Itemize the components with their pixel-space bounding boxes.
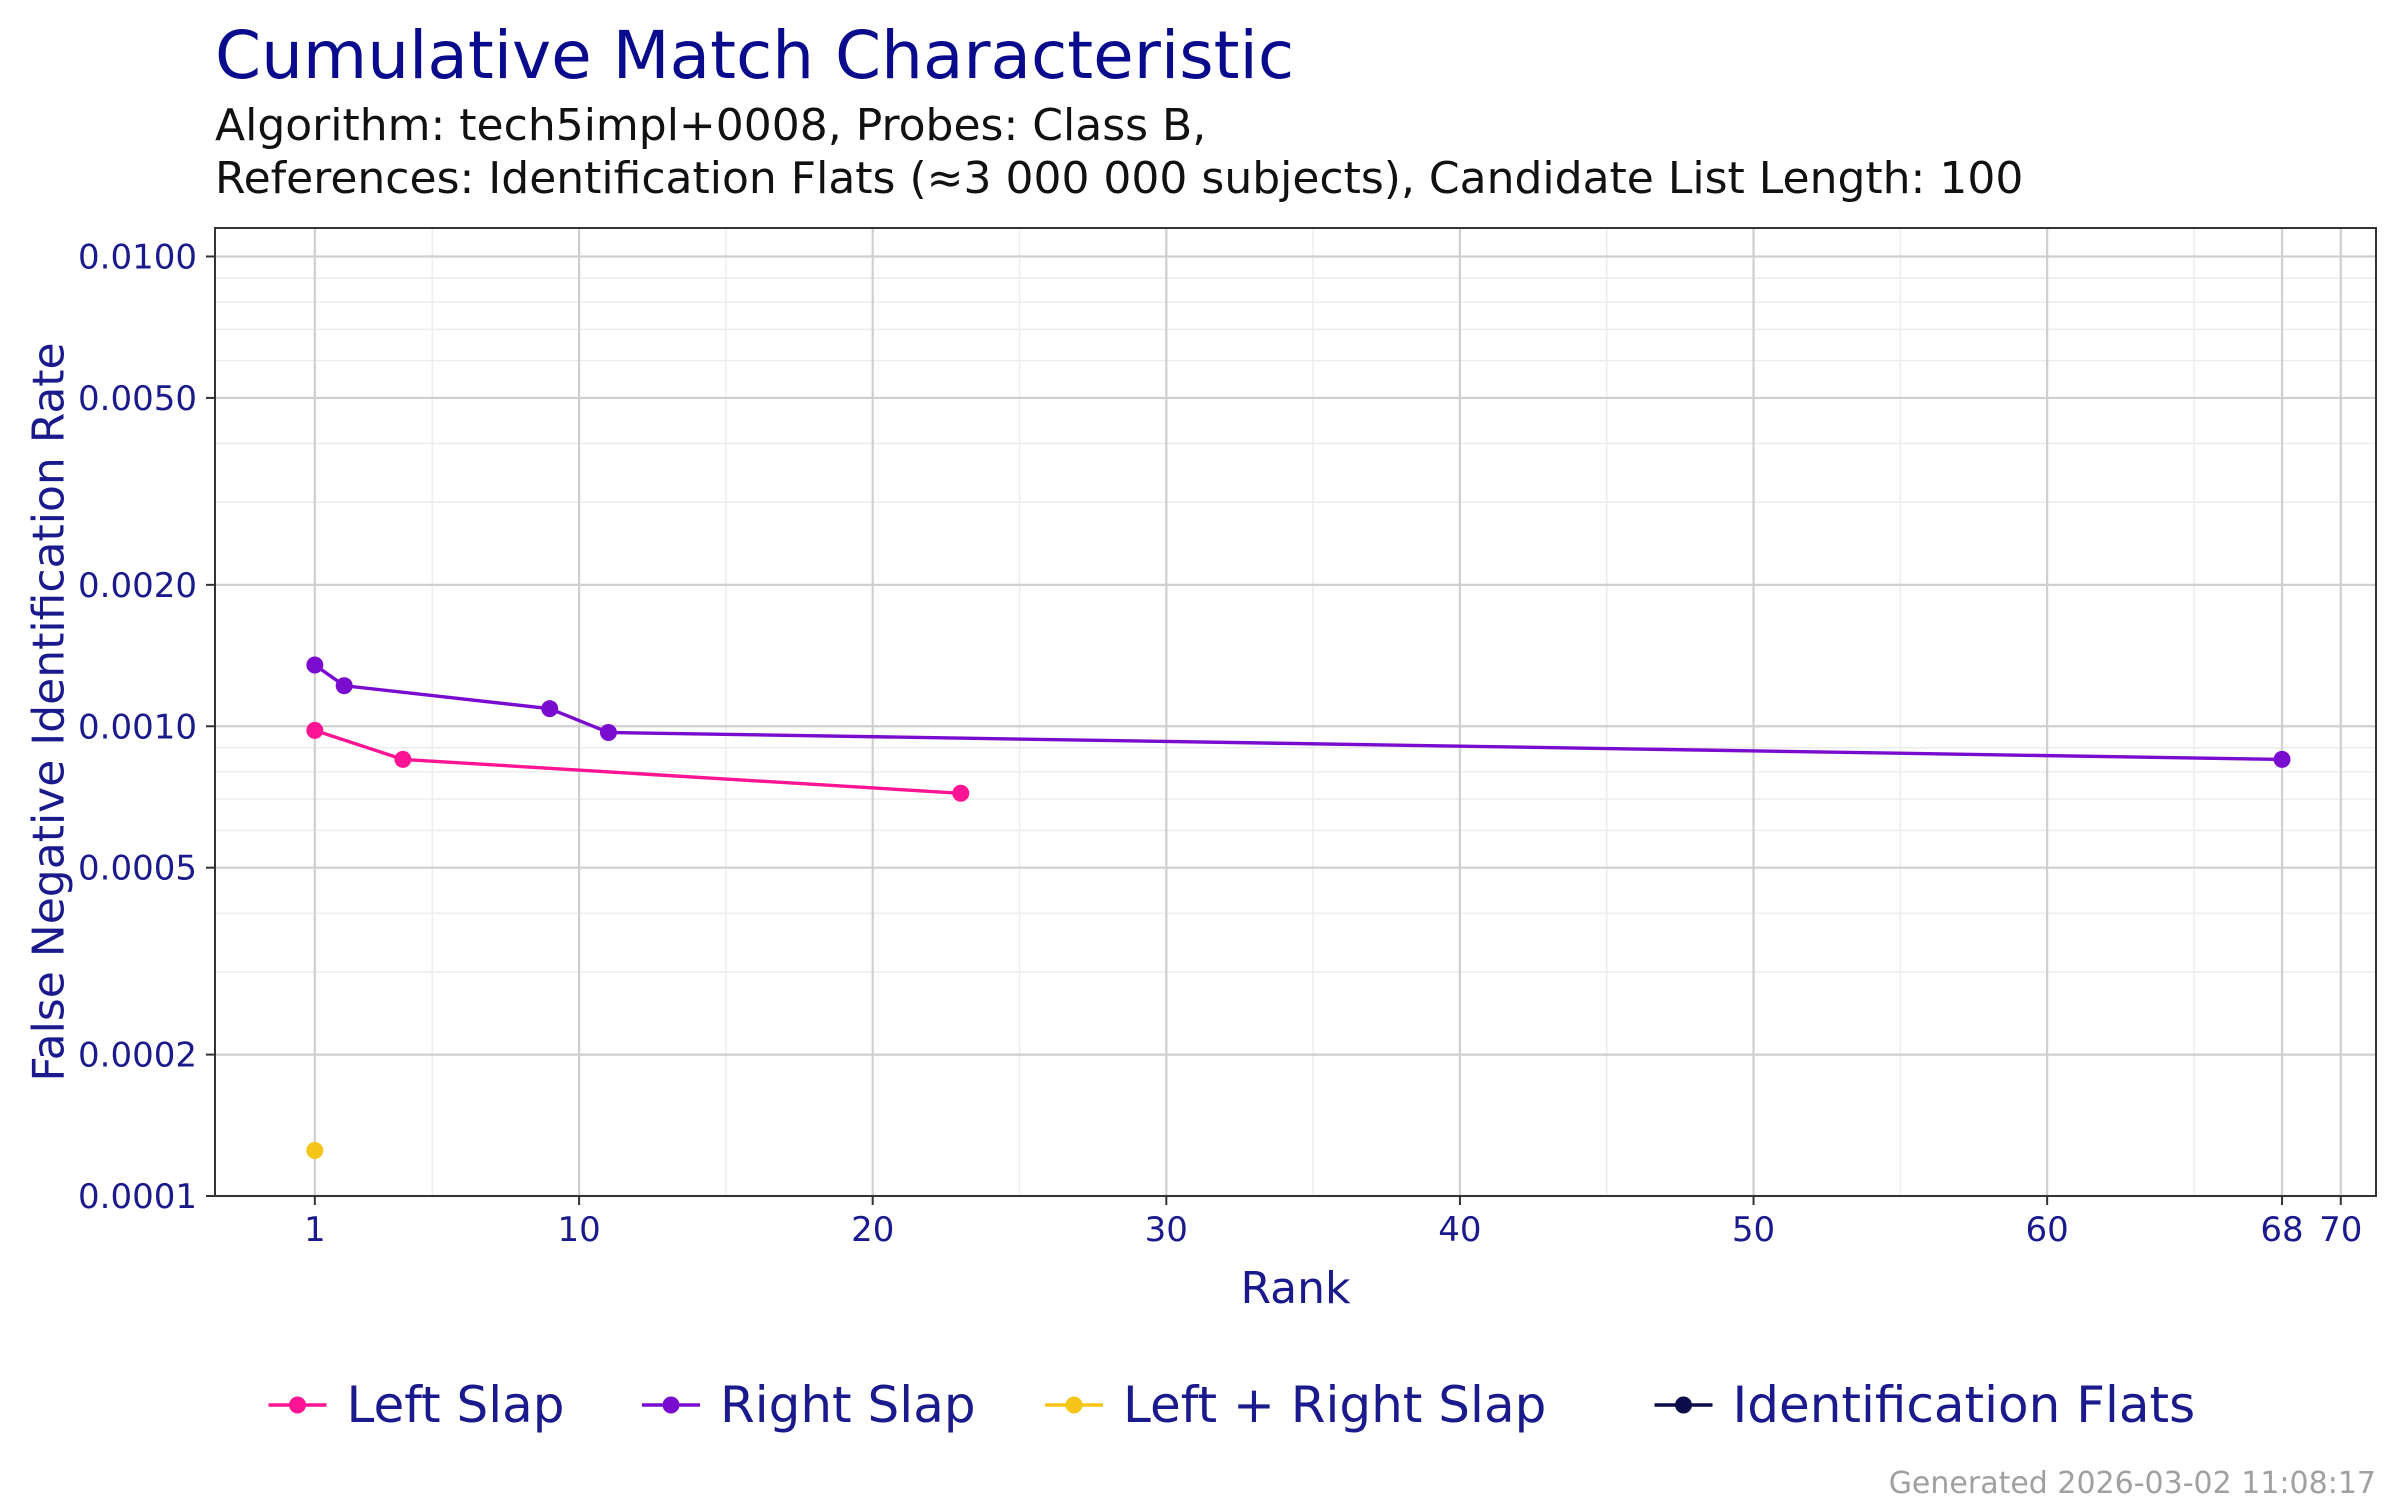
data-point-right-slap bbox=[599, 723, 617, 741]
legend-key-point-identification-flats bbox=[1675, 1396, 1692, 1414]
generated-timestamp: Generated 2026-03-02 11:08:17 bbox=[1889, 1466, 2376, 1500]
legend-label-left-slap: Left Slap bbox=[347, 1376, 565, 1434]
grid bbox=[215, 228, 2376, 1198]
legend-key-point-left-right-slap bbox=[1065, 1396, 1083, 1414]
data-point-right-slap bbox=[2273, 750, 2291, 768]
legend-label-right-slap: Right Slap bbox=[720, 1376, 976, 1434]
data-point-right-slap bbox=[306, 656, 324, 674]
x-tick-label: 70 bbox=[2319, 1210, 2362, 1250]
plot-panel bbox=[214, 227, 2377, 1197]
y-tick-label: 0.0100 bbox=[78, 238, 197, 278]
data-point-left-slap bbox=[952, 784, 970, 802]
legend-label-left-right-slap: Left + Right Slap bbox=[1123, 1376, 1546, 1434]
x-tick-label: 10 bbox=[557, 1210, 600, 1250]
x-tick-label: 68 bbox=[2260, 1210, 2303, 1250]
y-tick-label: 0.0050 bbox=[78, 379, 197, 419]
legend-key-point-left-slap bbox=[289, 1396, 306, 1414]
chart-subtitle-line2: References: Identification Flats (≈3 000… bbox=[215, 153, 2023, 204]
y-tick-label: 0.0010 bbox=[78, 707, 197, 747]
axes: 0.0001 0.0002 0.0005 0.0010 0.0020 0.0050 0.01… bbox=[78, 238, 2362, 1250]
x-axis-title: Rank bbox=[1241, 1263, 1351, 1314]
x-tick-label: 20 bbox=[851, 1210, 894, 1250]
data-point-left-right-slap bbox=[306, 1141, 324, 1159]
x-tick-label: 40 bbox=[1438, 1210, 1481, 1250]
x-tick-label: 1 bbox=[304, 1210, 326, 1250]
series-layer bbox=[306, 656, 2291, 1159]
chart-title: Cumulative Match Characteristic bbox=[215, 17, 1294, 94]
series-line-left-slap bbox=[314, 728, 961, 795]
x-tick-label: 30 bbox=[1145, 1210, 1188, 1250]
data-point-left-slap bbox=[306, 721, 324, 739]
data-point-right-slap bbox=[335, 677, 353, 695]
series-line-right-slap bbox=[313, 663, 2283, 762]
x-tick-label: 60 bbox=[2026, 1210, 2069, 1250]
legend-key-point-right-slap bbox=[662, 1396, 680, 1414]
y-tick-label: 0.0002 bbox=[78, 1036, 197, 1076]
y-tick-label: 0.0001 bbox=[78, 1177, 197, 1217]
y-tick-label: 0.0005 bbox=[78, 849, 197, 889]
data-point-right-slap bbox=[541, 700, 559, 718]
x-tick-label: 50 bbox=[1732, 1210, 1775, 1250]
y-axis-title: False Negative Identification Rate bbox=[23, 342, 74, 1081]
legend-label-identification-flats: Identification Flats bbox=[1733, 1376, 2196, 1434]
chart-subtitle-line1: Algorithm: tech5impl+0008, Probes: Class… bbox=[215, 100, 1206, 151]
legend: Left Slap Right Slap Left + Right Slap Iden… bbox=[268, 1376, 2196, 1434]
y-tick-label: 0.0020 bbox=[78, 566, 197, 606]
data-point-left-slap bbox=[394, 750, 412, 768]
